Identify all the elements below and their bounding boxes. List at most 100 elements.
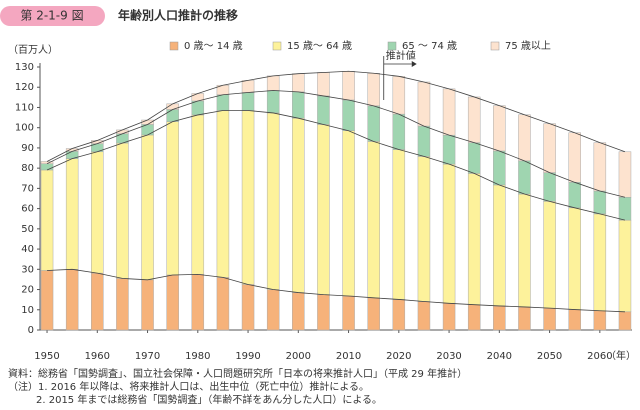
- bar-segment: [618, 151, 632, 198]
- annotation-text: 推計値: [386, 49, 416, 62]
- bar-segment: [342, 70, 355, 101]
- bar-segment: [342, 295, 355, 331]
- bar-segment: [367, 297, 380, 331]
- bar-segment: [518, 306, 531, 331]
- bar-segment: [618, 197, 632, 221]
- bar-segment: [141, 279, 154, 331]
- x-tick-label: 2060: [587, 351, 612, 362]
- bar-segment: [568, 132, 581, 183]
- bar-segment: [593, 190, 607, 215]
- y-tick-label: 50: [21, 224, 34, 235]
- bar-segment: [417, 125, 431, 157]
- bar-segment: [543, 201, 556, 309]
- bar-segment: [417, 81, 431, 127]
- bar-segment: [442, 163, 456, 304]
- stack-line: [46, 110, 626, 221]
- y-tick-label: 110: [15, 102, 34, 113]
- stack-line: [47, 268, 625, 313]
- bar-segment: [392, 113, 406, 150]
- y-tick-label: 90: [21, 143, 34, 154]
- legend-label: 75 歳以上: [505, 40, 551, 52]
- note: （注）1. 2016 年以降は、将来推計人口は、出生中位（死亡中位）推計による。: [8, 380, 369, 393]
- bar-segment: [40, 169, 54, 271]
- x-tick-label: 2050: [537, 351, 562, 362]
- bar-segment: [417, 301, 431, 331]
- bar-segment: [543, 123, 556, 173]
- bar-segment: [493, 305, 506, 331]
- bar-segment: [493, 150, 506, 186]
- bar-segment: [116, 142, 129, 279]
- x-tick-label: 1960: [85, 351, 110, 362]
- x-tick-label: 2030: [436, 351, 461, 362]
- y-tick-label: 80: [21, 163, 34, 174]
- bar-segment: [367, 105, 380, 142]
- legend-label: 65 〜 74 歳: [402, 40, 457, 52]
- x-tick-label: 2020: [386, 351, 411, 362]
- bar-segment: [191, 114, 205, 275]
- bar-segment: [292, 91, 305, 119]
- bar-segment: [241, 92, 255, 111]
- bar-segment: [266, 112, 280, 290]
- bar-segment: [467, 96, 481, 143]
- bar-segment: [292, 117, 305, 293]
- bar-segment: [568, 309, 581, 331]
- bar-segment: [216, 277, 230, 331]
- bar-segment: [568, 182, 581, 209]
- bar-segment: [518, 114, 531, 162]
- bar-segment: [392, 299, 406, 331]
- y-tick-label: 20: [21, 285, 34, 296]
- bar-segment: [367, 73, 380, 107]
- y-tick-label: 100: [15, 123, 34, 134]
- bar-segment: [618, 311, 632, 331]
- stack-line: [46, 90, 626, 198]
- bar-segment: [266, 75, 280, 91]
- bar-segment: [442, 134, 456, 165]
- y-tick-label: 10: [21, 305, 34, 316]
- y-tick-label: 0: [28, 325, 34, 336]
- bar-segment: [141, 134, 154, 281]
- bar-segment: [65, 269, 79, 331]
- bar-segment: [317, 95, 330, 125]
- bar-segment: [367, 141, 380, 299]
- x-axis-label: （年）: [606, 349, 636, 362]
- header-badge: [0, 6, 105, 26]
- bar-segment: [342, 99, 355, 131]
- annotation-arrowhead: [411, 61, 417, 67]
- bar-segment: [392, 149, 406, 300]
- bar-segment: [191, 100, 205, 116]
- x-tick-label: 2040: [487, 351, 512, 362]
- bar-segment: [216, 110, 230, 278]
- x-tick-label: 1950: [34, 351, 59, 362]
- bar-segment: [518, 160, 531, 195]
- bar-segment: [593, 310, 607, 331]
- bar-segment: [40, 270, 54, 331]
- x-tick-label: 2010: [336, 351, 361, 362]
- legend-swatch: [272, 41, 282, 51]
- bar-segment: [342, 130, 355, 297]
- bar-segment: [216, 94, 230, 111]
- bar-segment: [593, 142, 607, 192]
- header-label: 第 2-1-9 図: [20, 9, 83, 23]
- x-tick-label: 1980: [185, 351, 210, 362]
- bar-segment: [467, 173, 481, 305]
- bar-segment: [467, 142, 481, 174]
- bar-segment: [40, 163, 54, 171]
- legend-swatch: [490, 41, 500, 51]
- bar-segment: [618, 219, 632, 313]
- bar-segment: [593, 213, 607, 312]
- y-tick-label: 130: [15, 62, 34, 73]
- bar-segment: [91, 151, 104, 274]
- bar-segment: [65, 158, 79, 270]
- bar-segment: [166, 109, 179, 122]
- bar-segment: [317, 124, 330, 295]
- bar-segment: [191, 274, 205, 331]
- x-tick-label: 1970: [135, 351, 160, 362]
- bar-segment: [292, 73, 305, 93]
- bar-segment: [568, 207, 581, 310]
- header-title: 年齢別人口推計の推移: [118, 8, 238, 23]
- bar-segment: [493, 105, 506, 152]
- legend-label: 0 歳〜 14 歳: [184, 40, 243, 52]
- bar-segment: [442, 303, 456, 331]
- bar-segment: [493, 184, 506, 307]
